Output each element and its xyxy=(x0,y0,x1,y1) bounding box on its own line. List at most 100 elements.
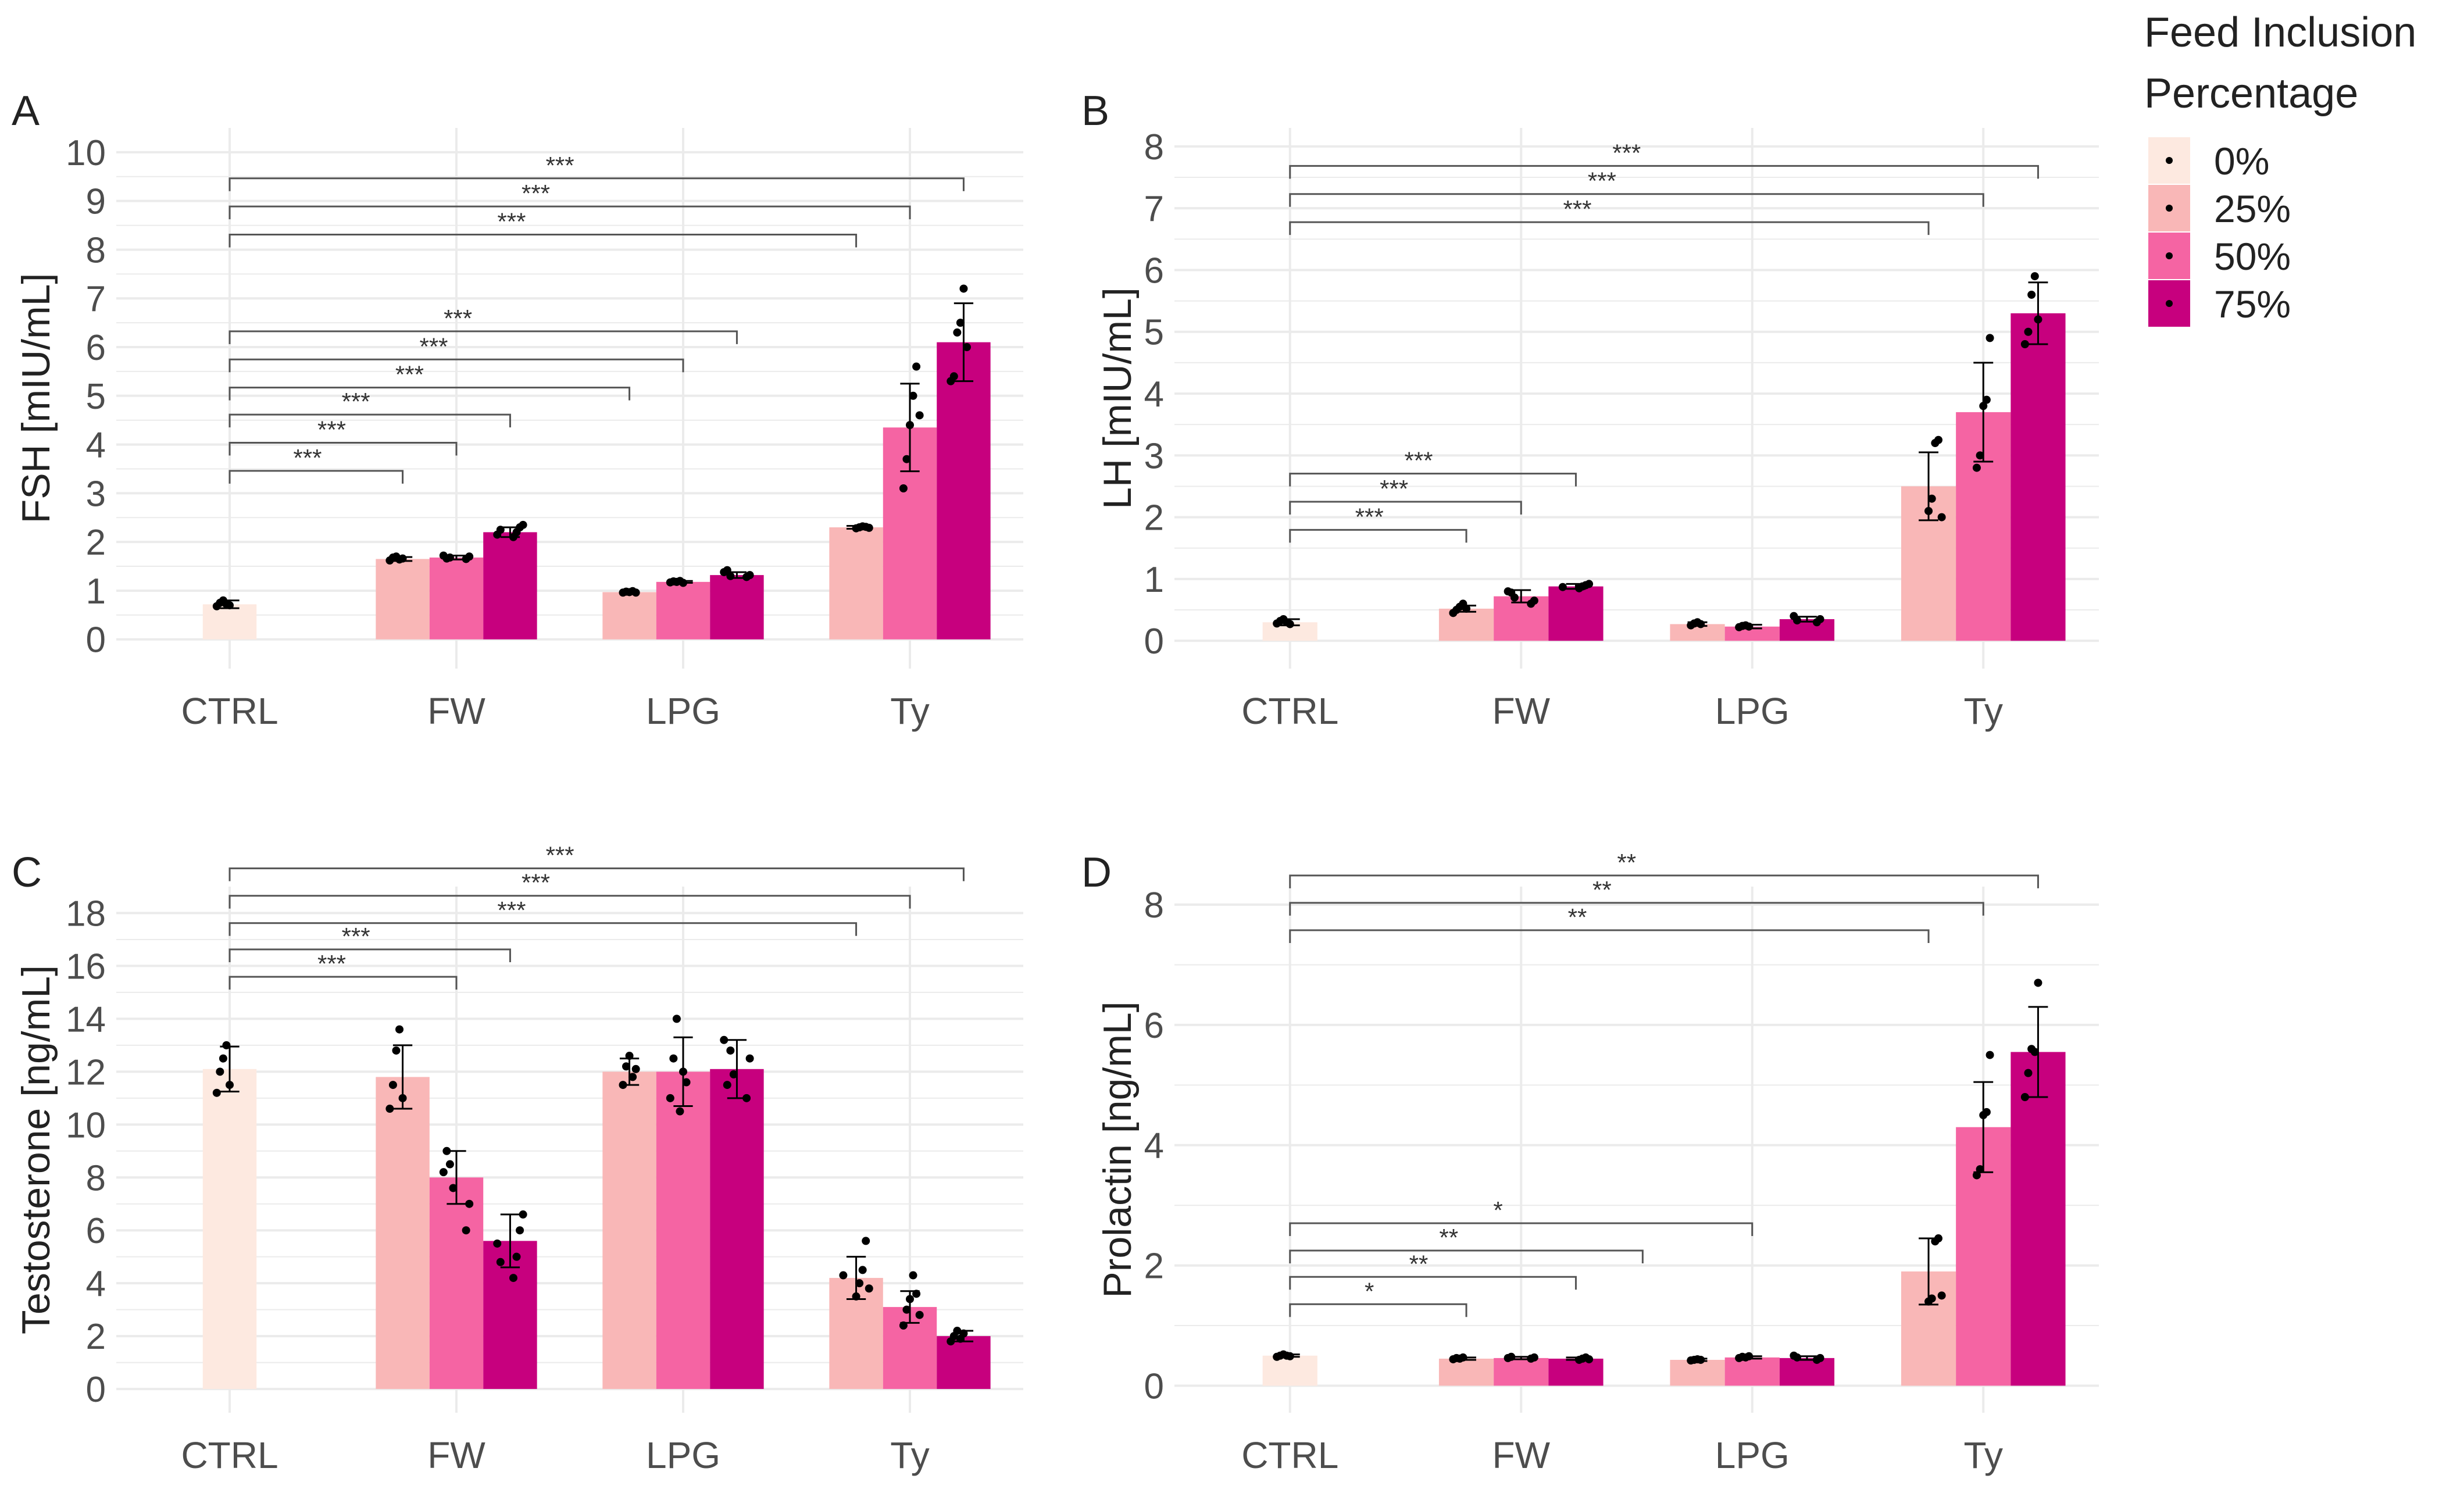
data-point xyxy=(1530,597,1538,605)
significance-label: ** xyxy=(1617,849,1636,876)
significance-label: *** xyxy=(1563,195,1591,223)
data-point xyxy=(1937,513,1946,522)
data-point xyxy=(212,1088,221,1097)
data-point xyxy=(631,1065,640,1073)
data-point xyxy=(1976,451,1984,460)
bar xyxy=(1724,1357,1780,1386)
significance-label: *** xyxy=(342,388,370,415)
data-point xyxy=(2024,1069,2033,1077)
significance-label: *** xyxy=(522,869,550,896)
data-point xyxy=(462,1226,470,1235)
significance-bracket xyxy=(1289,193,1984,207)
data-point xyxy=(1585,1355,1594,1363)
panel-c: C 0 2 4 6 8 10 12 14 16 18 CTRL FW LPG Ty Testosterone … xyxy=(12,842,1023,1476)
data-point xyxy=(909,391,917,400)
data-point xyxy=(388,1081,397,1090)
bar xyxy=(1438,1358,1494,1386)
data-point xyxy=(465,552,474,561)
bar xyxy=(1779,1358,1835,1386)
significance-bracket xyxy=(228,330,738,344)
data-point xyxy=(496,1258,505,1266)
data-point xyxy=(1558,583,1567,591)
significance-bracket xyxy=(1289,1222,1754,1236)
bar xyxy=(2011,1052,2066,1386)
data-point xyxy=(216,1067,224,1076)
y-tick-label: 10 xyxy=(66,133,106,173)
significance-bracket xyxy=(228,976,458,990)
data-point xyxy=(956,319,965,327)
y-tick-label: 2 xyxy=(86,523,106,563)
data-point xyxy=(1510,593,1519,602)
bar xyxy=(1494,1358,1549,1386)
bar xyxy=(202,1069,257,1390)
bar xyxy=(829,527,883,640)
significance-label: *** xyxy=(1380,475,1408,502)
data-point xyxy=(449,1184,458,1192)
x-tick-label: Ty xyxy=(1963,1434,2003,1476)
panel-label: D xyxy=(1081,849,1112,896)
data-point xyxy=(672,1015,681,1023)
panel-label: C xyxy=(12,849,42,896)
legend-label: 50% xyxy=(2214,235,2291,278)
data-point xyxy=(745,571,754,580)
legend-title-line1: Feed Inclusion xyxy=(2144,9,2416,56)
y-axis-label: Prolactin [ng/mL] xyxy=(1095,1001,1140,1298)
significance-label: *** xyxy=(1588,167,1616,195)
x-tick-label: CTRL xyxy=(181,690,278,732)
significance-label: * xyxy=(1365,1277,1374,1305)
data-point xyxy=(2020,1093,2029,1101)
significance-bracket xyxy=(1289,165,2039,179)
data-point xyxy=(392,1046,401,1055)
y-tick-label: 2 xyxy=(86,1317,106,1357)
significance-label: * xyxy=(1493,1196,1502,1224)
y-tick-label: 2 xyxy=(1144,1246,1164,1287)
bar xyxy=(376,1077,430,1390)
data-point xyxy=(666,1094,674,1102)
data-point xyxy=(1972,463,1981,472)
significance-label: *** xyxy=(419,333,448,360)
y-tick-label: 10 xyxy=(66,1105,106,1145)
bar xyxy=(1494,596,1549,641)
data-point xyxy=(915,411,924,420)
data-point xyxy=(1982,1108,1991,1116)
significance-bracket xyxy=(228,922,858,936)
significance-bracket xyxy=(228,233,858,248)
significance-bracket xyxy=(228,867,965,881)
bar xyxy=(429,1177,484,1390)
data-point xyxy=(909,1271,917,1280)
significance-label: *** xyxy=(546,842,574,869)
significance-bracket xyxy=(1289,473,1577,487)
y-tick-label: 6 xyxy=(86,1211,106,1251)
y-tick-label: 4 xyxy=(1144,1126,1164,1166)
legend-items: 0%25% 50% 75% xyxy=(2148,137,2291,327)
bar xyxy=(1670,1359,1725,1386)
data-point xyxy=(902,455,911,463)
legend-title-line2: Percentage xyxy=(2144,70,2358,117)
data-point xyxy=(962,343,971,352)
data-point xyxy=(729,1070,738,1078)
y-tick-label: 5 xyxy=(1144,313,1164,353)
legend-label: 25% xyxy=(2214,187,2291,230)
significance-bracket xyxy=(1289,528,1467,543)
data-point xyxy=(509,1274,517,1283)
data-point xyxy=(676,1107,684,1116)
bar xyxy=(710,1069,764,1390)
y-tick-label: 6 xyxy=(1144,251,1164,291)
data-point xyxy=(855,1279,864,1288)
significance-bracket xyxy=(1289,929,1930,943)
data-point xyxy=(682,1078,691,1087)
data-point xyxy=(629,1073,637,1081)
data-point xyxy=(899,484,908,492)
data-point xyxy=(1816,1353,1824,1362)
y-axis-label: FSH [mIU/mL] xyxy=(14,273,58,524)
data-point xyxy=(2030,272,2039,281)
x-tick-label: CTRL xyxy=(181,1434,278,1476)
y-tick-label: 0 xyxy=(86,1370,106,1410)
y-tick-label: 2 xyxy=(1144,498,1164,538)
significance-label: *** xyxy=(1612,139,1641,166)
y-tick-label: 6 xyxy=(86,328,106,368)
y-tick-label: 1 xyxy=(1144,560,1164,600)
